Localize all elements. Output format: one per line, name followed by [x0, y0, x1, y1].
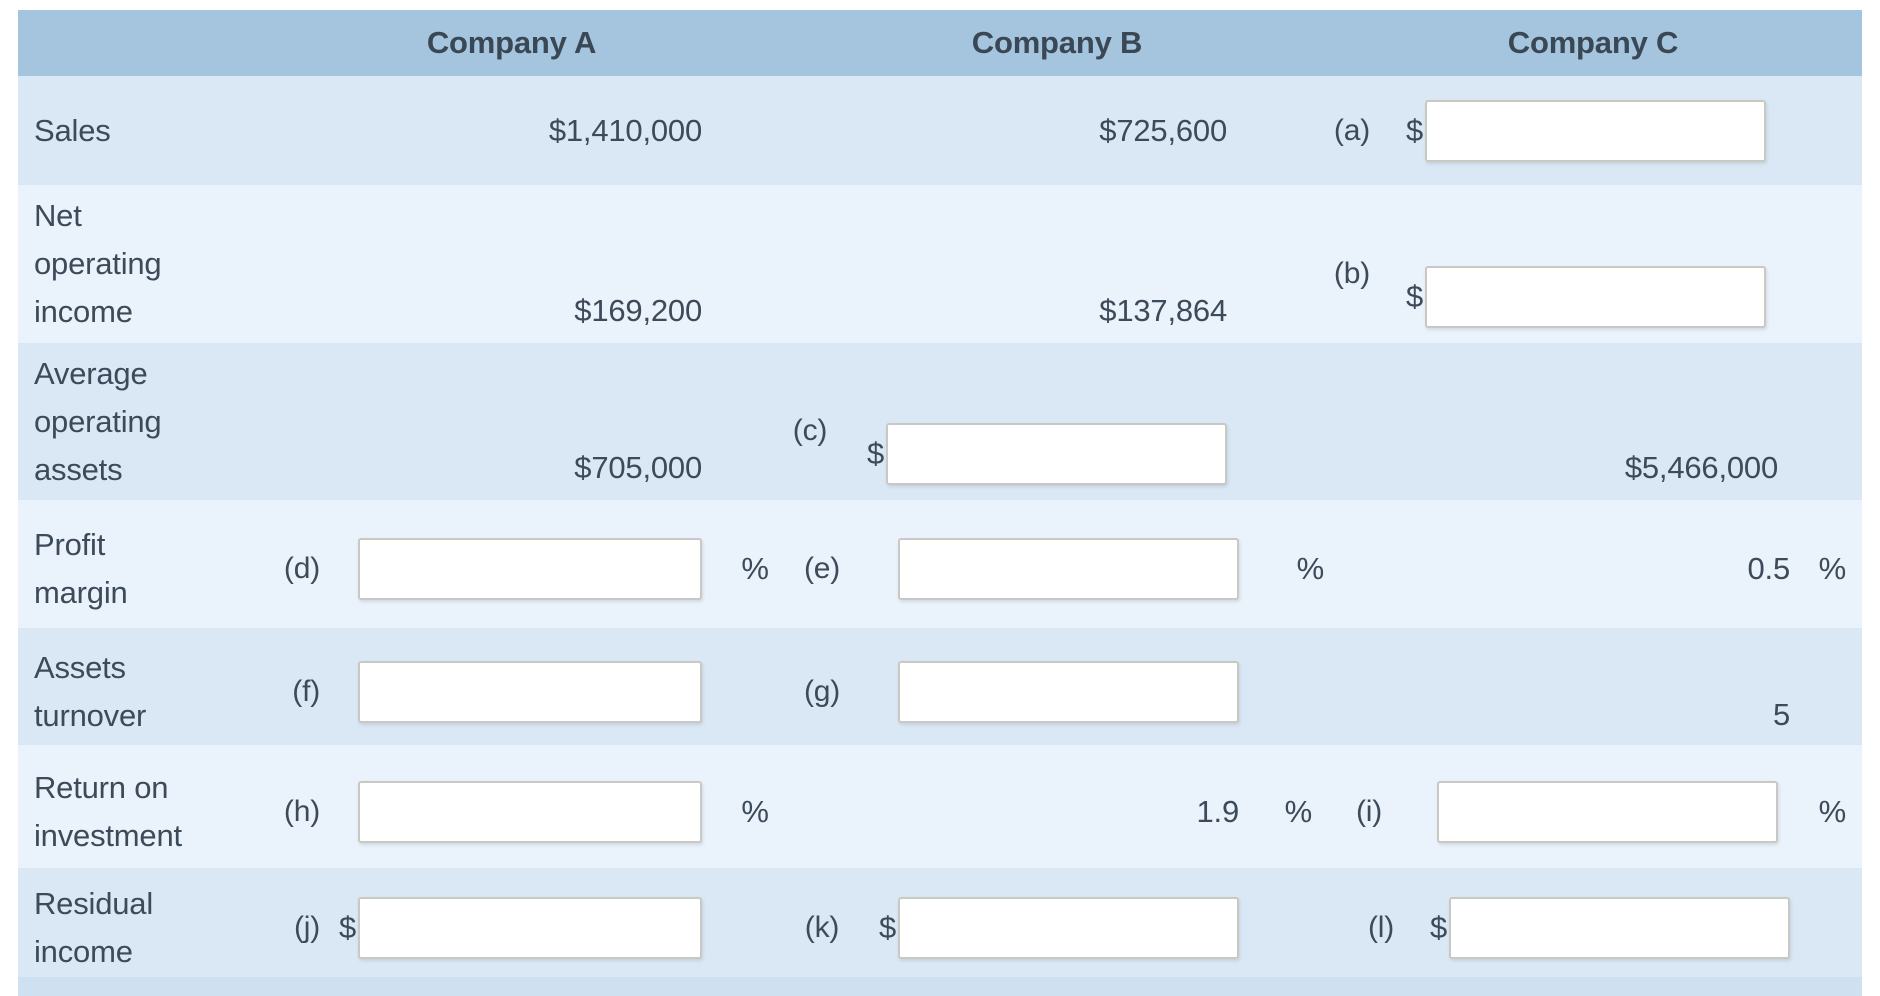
- spacer: [320, 510, 358, 628]
- spacer: [790, 755, 854, 868]
- letter-g: (g): [803, 674, 841, 708]
- dollar-sign: $: [1429, 909, 1447, 945]
- average-operating-assets-company-c-value: $5,466,000: [1624, 450, 1778, 485]
- input-h[interactable]: [358, 780, 702, 843]
- letter-e: (e): [803, 552, 841, 585]
- input-d[interactable]: [358, 538, 702, 600]
- input-b[interactable]: [1425, 266, 1766, 328]
- input-e[interactable]: [898, 538, 1239, 600]
- percent-sign: %: [741, 793, 769, 829]
- row-profit-margin: Profit margin (d) % (e) % 0.5 %: [18, 500, 1862, 628]
- percent-sign: %: [1296, 551, 1325, 586]
- sales-company-b-value: $725,600: [1099, 112, 1227, 148]
- input-k[interactable]: [898, 896, 1239, 959]
- dollar-sign: $: [1405, 112, 1423, 148]
- input-g[interactable]: [898, 660, 1239, 723]
- row-label-assets-turnover: Assets turnover: [34, 649, 147, 733]
- spacer: [1778, 638, 1850, 745]
- spacer: [320, 755, 358, 868]
- letter-b: (b): [1333, 257, 1370, 290]
- table-header-row: Company A Company B Company C: [18, 10, 1862, 76]
- percent-sign: %: [1818, 793, 1847, 829]
- percent-sign: %: [741, 551, 769, 586]
- row-assets-turnover: Assets turnover (f) (g) 5: [18, 628, 1862, 745]
- letter-l: (l): [1367, 910, 1394, 944]
- spacer: [1382, 755, 1437, 868]
- spacer: [778, 76, 842, 185]
- row-label-return-on-investment: Return on investment: [34, 769, 182, 853]
- letter-d: (d): [283, 552, 320, 585]
- input-a[interactable]: [1425, 99, 1766, 162]
- percent-sign: %: [1284, 793, 1313, 829]
- letter-i: (i): [1355, 794, 1382, 828]
- spacer: [1790, 878, 1862, 977]
- dollar-sign: $: [878, 909, 896, 945]
- input-i[interactable]: [1437, 780, 1778, 843]
- letter-c: (c): [792, 414, 828, 447]
- row-label-residual-income: Residual income: [34, 885, 154, 969]
- spacer: [854, 638, 898, 745]
- row-label-average-operating-assets: Average operating assets: [34, 355, 162, 487]
- return-on-investment-company-b-value: 1.9: [1196, 793, 1240, 829]
- sales-company-a-value: $1,410,000: [548, 112, 702, 148]
- company-a-header: Company A: [426, 25, 597, 60]
- percent-sign: %: [1818, 551, 1847, 586]
- letter-j: (j): [293, 910, 320, 944]
- comparison-table: Company A Company B Company C Sales $1,4…: [18, 10, 1862, 996]
- dollar-sign: $: [1405, 279, 1423, 314]
- company-c-header: Company C: [1507, 25, 1679, 60]
- input-f[interactable]: [358, 660, 702, 723]
- input-j[interactable]: [358, 896, 702, 959]
- row-net-operating-income: Net operating income $169,200 $137,864 (…: [18, 185, 1862, 343]
- letter-f: (f): [292, 674, 320, 708]
- letter-k: (k): [804, 910, 840, 944]
- spacer: [690, 76, 778, 185]
- spacer: [854, 510, 898, 628]
- spacer: [1239, 638, 1324, 745]
- spacer: [702, 878, 790, 977]
- next-row-partial: [18, 977, 1862, 996]
- assets-turnover-company-c-value: 5: [1772, 697, 1790, 732]
- row-average-operating-assets: Average operating assets $705,000 (c) $ …: [18, 343, 1862, 500]
- dollar-sign: $: [338, 909, 356, 945]
- letter-a: (a): [1333, 113, 1370, 147]
- spacer: [702, 638, 790, 745]
- spacer: [320, 638, 358, 745]
- spacer: [1215, 76, 1300, 185]
- spacer: [1766, 76, 1838, 185]
- row-label-sales: Sales: [34, 112, 111, 148]
- letter-h: (h): [283, 794, 320, 828]
- dollar-sign: $: [866, 436, 884, 471]
- net-operating-income-company-a-value: $169,200: [574, 293, 702, 328]
- row-label-profit-margin: Profit margin: [34, 527, 128, 610]
- average-operating-assets-company-a-value: $705,000: [574, 450, 702, 485]
- profit-margin-company-c-value: 0.5: [1747, 551, 1791, 586]
- row-return-on-investment: Return on investment (h) % 1.9 % (i) %: [18, 745, 1862, 868]
- row-residual-income: Residual income (j) $ (k) $ (l) $: [18, 868, 1862, 977]
- spacer: [1324, 638, 1394, 745]
- input-l[interactable]: [1449, 896, 1790, 959]
- input-c[interactable]: [886, 423, 1227, 485]
- net-operating-income-company-b-value: $137,864: [1099, 293, 1227, 328]
- row-label-net-operating-income: Net operating income: [34, 198, 162, 329]
- spacer: [233, 76, 320, 185]
- row-sales: Sales $1,410,000 $725,600 (a) $: [18, 76, 1862, 185]
- spacer: [1324, 510, 1394, 628]
- spacer: [1239, 878, 1324, 977]
- company-b-header: Company B: [971, 25, 1143, 60]
